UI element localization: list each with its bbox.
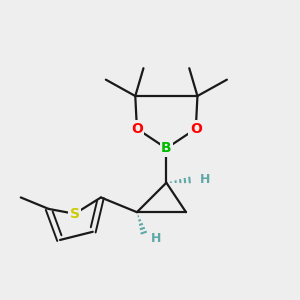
Text: H: H: [200, 173, 210, 186]
Text: O: O: [131, 122, 143, 136]
Text: H: H: [151, 232, 161, 245]
Text: O: O: [190, 122, 202, 136]
Text: S: S: [70, 207, 80, 221]
Text: B: B: [161, 141, 172, 155]
